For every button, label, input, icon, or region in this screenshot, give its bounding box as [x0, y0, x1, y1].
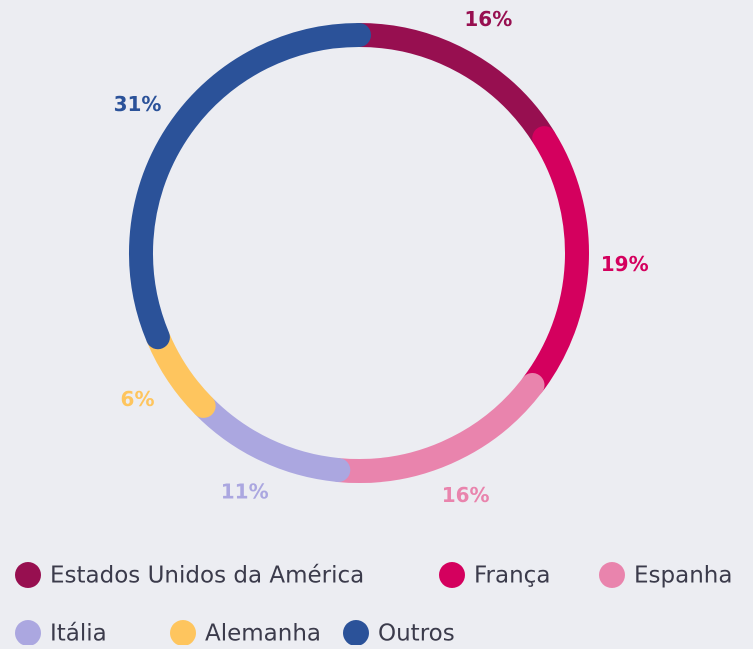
donut-segment [129, 23, 371, 350]
data-label: 19% [601, 252, 649, 276]
data-label: 11% [221, 480, 269, 504]
legend-label: Estados Unidos da América [50, 563, 364, 589]
data-label: 6% [121, 387, 155, 411]
donut-segment [520, 126, 589, 398]
donut-segment [347, 23, 557, 151]
legend-label: Alemanha [205, 621, 321, 646]
legend-swatch [439, 562, 465, 588]
legend-label: França [474, 563, 550, 589]
legend-label: Itália [50, 621, 107, 646]
donut-segment [326, 373, 545, 483]
legend-label: Espanha [634, 563, 732, 589]
data-label: 16% [442, 483, 490, 507]
legend-swatch [15, 620, 41, 646]
donut-segment [191, 393, 351, 483]
legend-swatch [343, 620, 369, 646]
legend-swatch [170, 620, 196, 646]
legend-label: Outros [378, 621, 455, 646]
legend-swatch [599, 562, 625, 588]
legend-swatch [15, 562, 41, 588]
data-label: 31% [114, 92, 162, 116]
donut-segment [145, 325, 216, 418]
data-label: 16% [464, 7, 512, 31]
